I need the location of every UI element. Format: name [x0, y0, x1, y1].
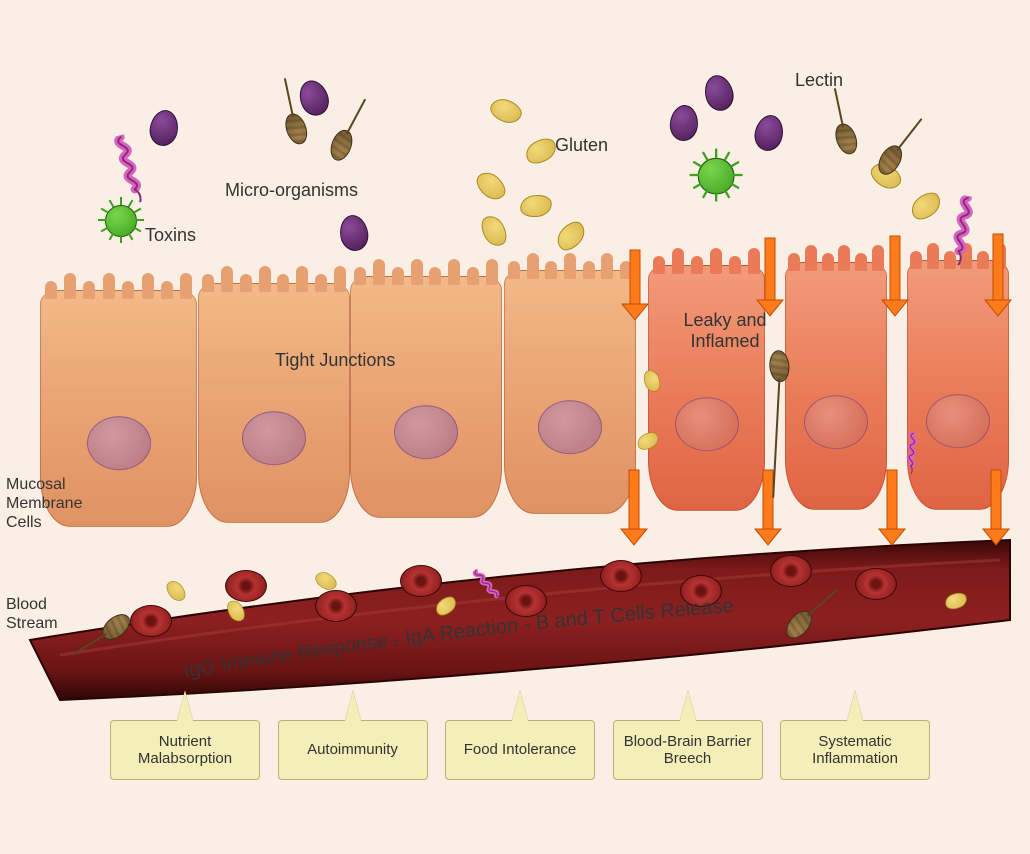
epithelial-cell-inflamed: [785, 262, 887, 510]
label-lectin: Lectin: [795, 70, 843, 91]
epithelial-cell-healthy: [198, 283, 350, 523]
lectin-icon: [668, 104, 699, 142]
gluten-icon: [432, 593, 459, 619]
red-blood-cell-icon: [315, 590, 357, 622]
label-micro-organisms: Micro-organisms: [225, 180, 358, 201]
label-tight-junctions: Tight Junctions: [275, 350, 395, 371]
label-blood-stream: Blood Stream: [6, 595, 58, 633]
label-gluten: Gluten: [555, 135, 608, 156]
mucosal-l3: Cells: [6, 514, 42, 531]
label-toxins: Toxins: [145, 225, 196, 246]
red-blood-cell-icon: [770, 555, 812, 587]
label-leaky-l1: Leaky and: [683, 310, 766, 330]
callout-systematic-inflammation: Systematic Inflammation: [780, 720, 930, 780]
bacteria-icon: [823, 107, 861, 158]
bacteria-icon: [778, 593, 826, 644]
lectin-icon: [701, 72, 737, 114]
gluten-icon: [943, 590, 969, 612]
red-blood-cell-icon: [680, 575, 722, 607]
diagram-stage: Toxins Micro-organisms Gluten Lectin Tig…: [0, 0, 1030, 854]
gluten-icon: [476, 212, 511, 251]
callout-food-intolerance: Food Intolerance: [445, 720, 595, 780]
toxin-icon: [467, 565, 504, 604]
toxin-icon: [899, 431, 920, 468]
red-blood-cell-icon: [855, 568, 897, 600]
bacteria-icon: [870, 127, 914, 179]
gluten-icon: [163, 577, 189, 604]
epithelial-cell-healthy: [350, 276, 502, 518]
toxin-icon: [103, 132, 148, 198]
epithelial-cell-healthy: [504, 270, 636, 514]
mucosal-l2: Membrane: [6, 495, 82, 512]
epithelial-cell-inflamed: [907, 260, 1009, 510]
blood-l2: Stream: [6, 615, 58, 632]
toxin-icon: [940, 193, 980, 257]
red-blood-cell-icon: [505, 585, 547, 617]
callout-autoimmunity: Autoimmunity: [278, 720, 428, 780]
red-blood-cell-icon: [225, 570, 267, 602]
bacteria-icon: [323, 112, 361, 163]
red-blood-cell-icon: [400, 565, 442, 597]
lectin-icon: [147, 108, 181, 148]
epithelial-cell-inflamed: [648, 265, 765, 511]
callout-row: Nutrient Malabsorption Autoimmunity Food…: [110, 720, 930, 780]
gluten-icon: [907, 187, 946, 224]
gluten-icon: [487, 95, 525, 127]
blood-l1: Blood: [6, 596, 47, 613]
callout-blood-brain-barrier: Blood-Brain Barrier Breech: [613, 720, 763, 780]
svg-text:IgG Immune Response - IgA Reac: IgG Immune Response - IgA Reaction - B a…: [182, 595, 734, 682]
red-blood-cell-icon: [600, 560, 642, 592]
lectin-icon: [337, 213, 371, 253]
label-leaky-inflamed: Leaky and Inflamed: [680, 310, 770, 351]
red-blood-cell-icon: [130, 605, 172, 637]
immune-textpath: IgG Immune Response - IgA Reaction - B a…: [182, 595, 734, 682]
virus-icon: [692, 152, 738, 198]
label-mucosal-membrane-cells: Mucosal Membrane Cells: [6, 475, 82, 533]
callout-nutrient-malabsorption: Nutrient Malabsorption: [110, 720, 260, 780]
label-leaky-l2: Inflamed: [690, 331, 759, 351]
gluten-icon: [472, 167, 511, 204]
gluten-icon: [518, 192, 553, 219]
lectin-icon: [752, 112, 787, 153]
bacteria-icon: [768, 349, 796, 397]
mucosal-l1: Mucosal: [6, 476, 66, 493]
